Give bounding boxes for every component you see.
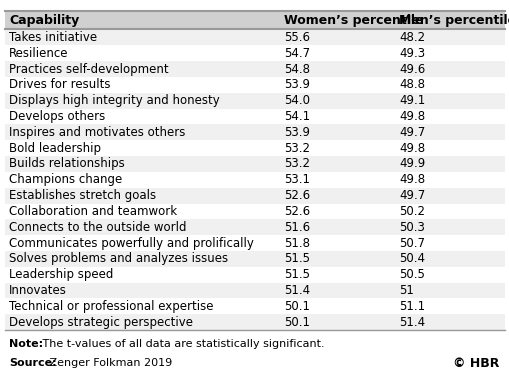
Text: Communicates powerfully and prolifically: Communicates powerfully and prolifically (9, 237, 253, 250)
Text: Women’s percentile: Women’s percentile (284, 14, 423, 27)
Text: 50.3: 50.3 (398, 221, 424, 234)
Text: 53.1: 53.1 (284, 173, 309, 186)
Text: 51.8: 51.8 (284, 237, 309, 250)
Text: Bold leadership: Bold leadership (9, 142, 101, 155)
Text: 54.8: 54.8 (284, 63, 309, 75)
Text: 52.6: 52.6 (284, 205, 309, 218)
Bar (5, 188, 504, 204)
Text: 50.1: 50.1 (284, 300, 309, 313)
Text: Zenger Folkman 2019: Zenger Folkman 2019 (46, 358, 172, 368)
Bar (5, 77, 504, 93)
Text: 49.1: 49.1 (398, 94, 425, 107)
Text: 53.9: 53.9 (284, 126, 309, 139)
Text: Practices self-development: Practices self-development (9, 63, 168, 75)
Text: Capability: Capability (9, 14, 79, 27)
Text: 49.7: 49.7 (398, 126, 425, 139)
Text: 51: 51 (398, 284, 413, 297)
Bar (5, 172, 504, 188)
Text: 54.0: 54.0 (284, 94, 309, 107)
Text: 53.9: 53.9 (284, 78, 309, 91)
Text: 49.8: 49.8 (398, 110, 425, 123)
Bar (5, 109, 504, 124)
Text: 49.8: 49.8 (398, 142, 425, 155)
Text: 48.8: 48.8 (398, 78, 424, 91)
Text: 49.7: 49.7 (398, 189, 425, 202)
Bar (5, 156, 504, 172)
Text: 55.6: 55.6 (284, 31, 309, 44)
Text: 49.8: 49.8 (398, 173, 425, 186)
Bar (5, 219, 504, 235)
Text: Champions change: Champions change (9, 173, 122, 186)
Text: Inspires and motivates others: Inspires and motivates others (9, 126, 185, 139)
Text: 50.4: 50.4 (398, 252, 424, 265)
Text: Note:: Note: (9, 339, 43, 349)
Text: 51.4: 51.4 (398, 316, 425, 329)
Bar (5, 283, 504, 298)
Text: 49.3: 49.3 (398, 47, 425, 60)
Text: The t-values of all data are statistically significant.: The t-values of all data are statistical… (39, 339, 324, 349)
Bar (5, 11, 504, 29)
Text: 48.2: 48.2 (398, 31, 425, 44)
Bar (5, 124, 504, 140)
Text: 50.1: 50.1 (284, 316, 309, 329)
Bar (5, 314, 504, 330)
Text: © HBR: © HBR (453, 357, 499, 368)
Text: Builds relationships: Builds relationships (9, 158, 125, 170)
Text: Develops others: Develops others (9, 110, 105, 123)
Text: 49.6: 49.6 (398, 63, 425, 75)
Bar (5, 93, 504, 109)
Text: 53.2: 53.2 (284, 142, 309, 155)
Text: Men’s percentile: Men’s percentile (398, 14, 509, 27)
Text: Source:: Source: (9, 358, 56, 368)
Bar (5, 267, 504, 283)
Text: 50.7: 50.7 (398, 237, 424, 250)
Text: Technical or professional expertise: Technical or professional expertise (9, 300, 213, 313)
Bar (5, 298, 504, 314)
Text: Displays high integrity and honesty: Displays high integrity and honesty (9, 94, 219, 107)
Text: 53.2: 53.2 (284, 158, 309, 170)
Text: Innovates: Innovates (9, 284, 67, 297)
Text: Leadership speed: Leadership speed (9, 268, 114, 281)
Text: 51.5: 51.5 (284, 252, 309, 265)
Text: Takes initiative: Takes initiative (9, 31, 97, 44)
Text: 51.4: 51.4 (284, 284, 309, 297)
Text: Collaboration and teamwork: Collaboration and teamwork (9, 205, 177, 218)
Bar (5, 140, 504, 156)
Bar (5, 204, 504, 219)
Text: Resilience: Resilience (9, 47, 69, 60)
Text: 49.9: 49.9 (398, 158, 425, 170)
Text: Develops strategic perspective: Develops strategic perspective (9, 316, 193, 329)
Text: 54.1: 54.1 (284, 110, 309, 123)
Text: 51.1: 51.1 (398, 300, 425, 313)
Text: 54.7: 54.7 (284, 47, 309, 60)
Text: Connects to the outside world: Connects to the outside world (9, 221, 186, 234)
Text: 50.2: 50.2 (398, 205, 424, 218)
Text: Drives for results: Drives for results (9, 78, 110, 91)
Text: 51.5: 51.5 (284, 268, 309, 281)
Text: Establishes stretch goals: Establishes stretch goals (9, 189, 156, 202)
Bar (5, 61, 504, 77)
Bar (5, 29, 504, 45)
Text: Solves problems and analyzes issues: Solves problems and analyzes issues (9, 252, 228, 265)
Text: 51.6: 51.6 (284, 221, 309, 234)
Text: 52.6: 52.6 (284, 189, 309, 202)
Bar (5, 235, 504, 251)
Bar (5, 251, 504, 267)
Bar (5, 45, 504, 61)
Text: 50.5: 50.5 (398, 268, 424, 281)
